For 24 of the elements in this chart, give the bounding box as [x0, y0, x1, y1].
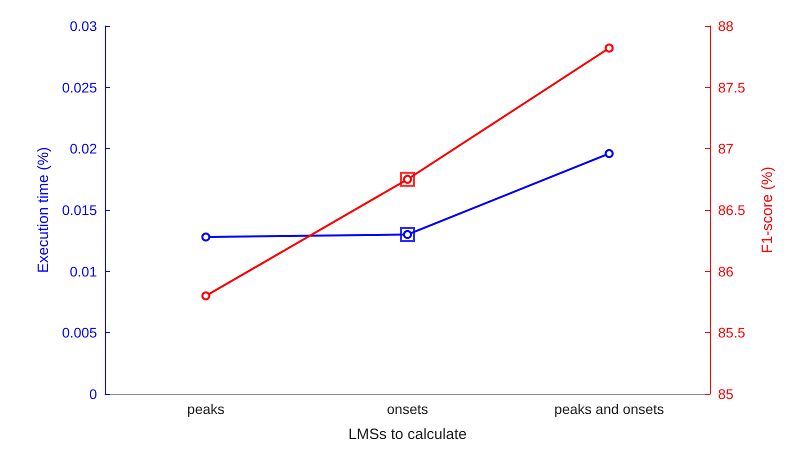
y2-axis-title: F1-score (%)	[759, 166, 776, 254]
y-tick-label: 0.015	[62, 202, 98, 218]
y-tick-label: 0	[89, 386, 98, 402]
y-tick-label: 0.03	[70, 18, 98, 34]
y2-tick-label: 86	[718, 263, 734, 280]
y-tick-label: 0.005	[62, 324, 98, 341]
y-tick-label: 0.02	[70, 140, 98, 157]
point	[604, 44, 614, 53]
y-axis-title: Execution time (%)	[35, 147, 52, 273]
y2-tick-label: 87.5	[718, 79, 746, 96]
y2-tick-label: 87	[718, 140, 734, 157]
y-tick-label: 0.01	[70, 263, 98, 280]
x-tick-label: peaks and onsets	[554, 401, 664, 417]
y2-tick-label: 85.5	[718, 324, 746, 341]
x-tick-label: peaks	[187, 401, 225, 417]
point	[201, 232, 210, 242]
y2-tick-label: 85	[718, 386, 734, 402]
y-tick-label: 0.025	[62, 79, 98, 96]
y2-tick-label: 86.5	[718, 202, 746, 218]
y2-tick-label: 88	[718, 18, 734, 34]
x-axis-title: LMSs to calculate	[348, 426, 467, 443]
point	[604, 149, 614, 158]
point	[201, 291, 210, 300]
x-tick-label: onsets	[386, 401, 428, 417]
